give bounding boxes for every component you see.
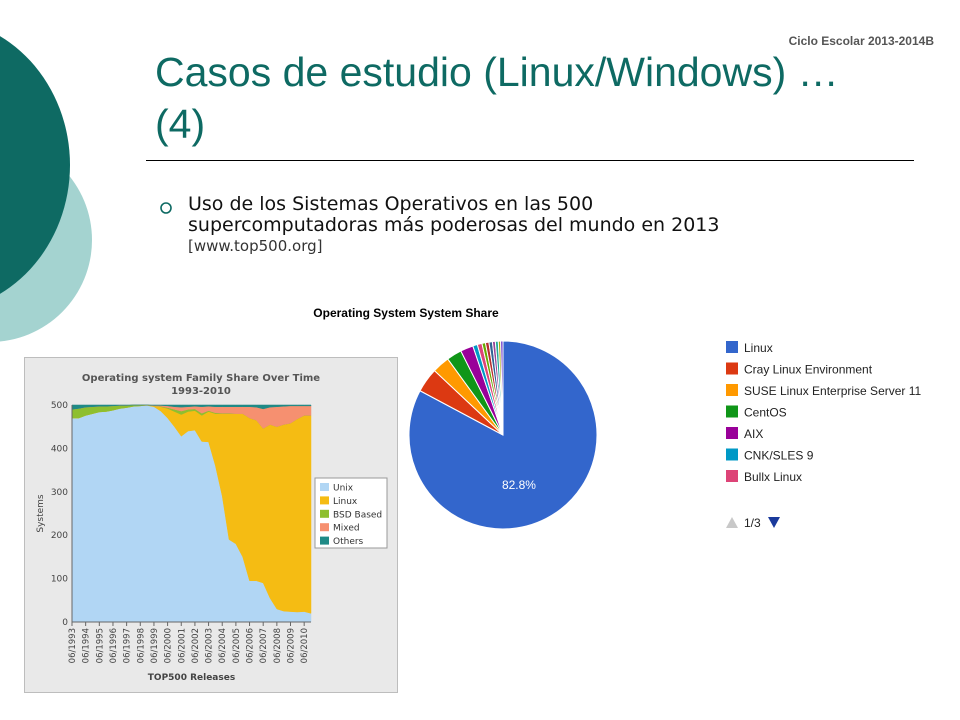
x-tick-label: 06/2010	[300, 628, 310, 663]
pie-chart-title: Operating System System Share	[313, 306, 499, 320]
legend-swatch	[320, 509, 329, 518]
title-divider	[146, 160, 914, 161]
x-tick-label: 06/2002	[191, 628, 201, 663]
legend-entry: Others	[333, 537, 364, 547]
pie-legend-entry: CentOS	[744, 406, 787, 420]
y-tick-label: 0	[62, 618, 68, 628]
os-family-area-chart: Operating system Family Share Over Time 1…	[24, 357, 398, 693]
pie-legend-swatch	[726, 362, 738, 375]
bullet-text: Uso de los Sistemas Operativos en las 50…	[188, 194, 878, 256]
legend-swatch	[320, 523, 329, 532]
legend-page-indicator: 1/3	[744, 516, 761, 530]
x-tick-label: 06/2005	[232, 628, 242, 663]
pie-data-label: 82.8%	[502, 478, 536, 492]
x-tick-label: 06/1994	[82, 628, 92, 663]
pie-legend-entry: Linux	[744, 341, 773, 355]
y-tick-label: 100	[51, 575, 68, 585]
slide-decoration	[0, 36, 92, 342]
area-chart-title: Operating system Family Share Over Time	[82, 373, 320, 384]
x-tick-label: 06/2001	[177, 628, 187, 663]
y-tick-label: 400	[51, 444, 68, 454]
pie-legend-entry: Cray Linux Environment	[744, 363, 873, 377]
pie-legend-swatch	[726, 405, 738, 418]
x-tick-label: 06/1998	[136, 628, 146, 663]
legend-entry: Mixed	[333, 524, 360, 534]
x-tick-label: 06/2004	[218, 628, 228, 663]
x-tick-label: 06/2003	[205, 628, 215, 663]
pie-legend-swatch	[726, 384, 738, 396]
legend-prev-page-icon[interactable]	[726, 517, 738, 528]
legend-entry: Linux	[333, 497, 358, 507]
legend-entry: Unix	[333, 484, 354, 494]
x-tick-label: 06/2008	[273, 628, 283, 663]
y-tick-label: 200	[51, 531, 68, 541]
pie-legend-entry: AIX	[744, 427, 763, 441]
legend-entry: BSD Based	[333, 510, 382, 520]
pie-legend-swatch	[726, 448, 738, 461]
bullet-line-2: supercomputadoras más poderosas del mund…	[188, 214, 720, 236]
x-axis-label: TOP500 Releases	[148, 673, 235, 683]
circle-bullet-icon	[160, 202, 172, 214]
y-tick-label: 300	[51, 488, 68, 498]
decor-circle-dark	[0, 36, 70, 294]
y-axis-label: Systems	[36, 494, 46, 533]
legend-next-page-icon[interactable]	[768, 517, 780, 528]
x-tick-label: 06/2006	[246, 628, 256, 663]
x-tick-label: 06/1993	[68, 628, 78, 663]
legend-swatch	[320, 536, 329, 545]
x-tick-label: 06/1996	[109, 628, 119, 663]
x-tick-label: 06/2007	[259, 628, 269, 663]
pie-legend-swatch	[726, 341, 738, 353]
x-tick-label: 06/2009	[287, 628, 297, 663]
pie-legend-entry: Bullx Linux	[744, 470, 802, 484]
x-tick-label: 06/1999	[150, 628, 160, 663]
y-tick-label: 500	[51, 401, 68, 411]
pie-legend-entry: CNK/SLES 9	[744, 449, 814, 463]
os-share-pie-chart: Operating System System Share 82.8% Linux C…	[313, 306, 922, 530]
slide-title-line1: Casos de estudio (Linux/Windows) …	[155, 49, 839, 95]
slide-title-line2: (4)	[155, 101, 206, 147]
pie-legend-swatch	[726, 470, 738, 482]
slide-title: Casos de estudio (Linux/Windows) … (4)	[155, 46, 915, 150]
x-tick-label: 06/1995	[95, 628, 105, 663]
x-tick-label: 06/2000	[164, 628, 174, 663]
x-tick-label: 06/1997	[123, 628, 133, 663]
bullet-source: [www.top500.org]	[188, 237, 323, 255]
pie-slice	[500, 340, 504, 436]
pie-legend-entry: SUSE Linux Enterprise Server 11	[744, 384, 922, 398]
bullet-line-1: Uso de los Sistemas Operativos en las 50…	[188, 193, 594, 215]
pie-legend-swatch	[726, 427, 738, 439]
ciclo-escolar-label: Ciclo Escolar 2013-2014B	[788, 34, 934, 48]
area-series-others	[71, 404, 312, 410]
legend-swatch	[320, 483, 329, 491]
legend-swatch	[320, 496, 329, 505]
area-chart-subtitle: 1993-2010	[171, 386, 231, 397]
